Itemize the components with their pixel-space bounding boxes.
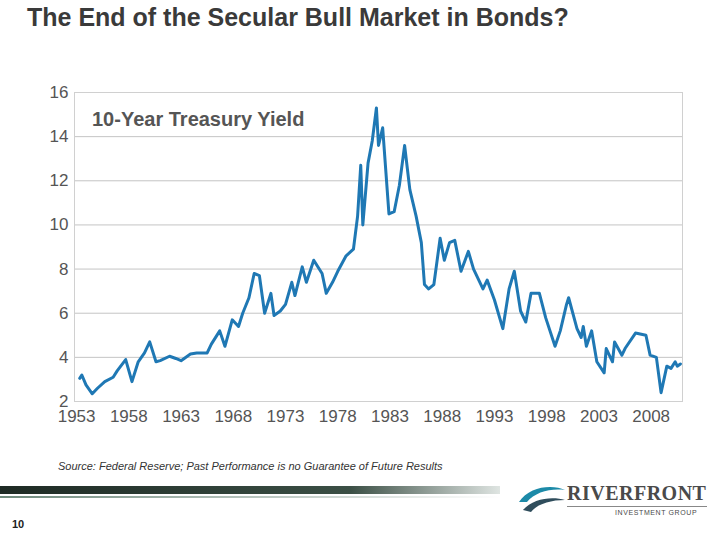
svg-text:12: 12 bbox=[50, 171, 69, 190]
svg-text:1963: 1963 bbox=[162, 407, 200, 426]
svg-text:2: 2 bbox=[59, 391, 69, 411]
svg-text:2003: 2003 bbox=[580, 407, 618, 426]
html-text:Source: Federal Reserve; Past: Source: Federal Reserve; Past Performanc… bbox=[58, 460, 443, 472]
svg-text:1978: 1978 bbox=[319, 407, 357, 426]
svg-text:1983: 1983 bbox=[371, 407, 409, 426]
svg-text:1953: 1953 bbox=[58, 407, 96, 426]
svg-text:14: 14 bbox=[50, 127, 69, 146]
svg-text:16: 16 bbox=[50, 83, 69, 102]
html-text:INVESTMENT GROUP: INVESTMENT GROUP bbox=[615, 509, 698, 516]
svg-text:6: 6 bbox=[59, 304, 68, 323]
svg-text:1958: 1958 bbox=[110, 407, 148, 426]
svg-text:1988: 1988 bbox=[423, 407, 461, 426]
html-text:10: 10 bbox=[12, 518, 25, 530]
svg-text:4: 4 bbox=[59, 348, 68, 367]
svg-text:1968: 1968 bbox=[214, 407, 252, 426]
svg-text:1998: 1998 bbox=[528, 407, 566, 426]
html-text:RIVERFRONT: RIVERFRONT bbox=[567, 482, 707, 504]
html-text:The End of the Secular Bull Ma: The End of the Secular Bull Market in Bo… bbox=[27, 3, 569, 31]
svg-text:1973: 1973 bbox=[267, 407, 305, 426]
html-text:10-Year Treasury Yield: 10-Year Treasury Yield bbox=[92, 108, 305, 130]
svg-text:8: 8 bbox=[59, 260, 68, 279]
svg-text:1993: 1993 bbox=[476, 407, 514, 426]
svg-text:10: 10 bbox=[50, 215, 69, 234]
svg-text:2008: 2008 bbox=[632, 407, 670, 426]
